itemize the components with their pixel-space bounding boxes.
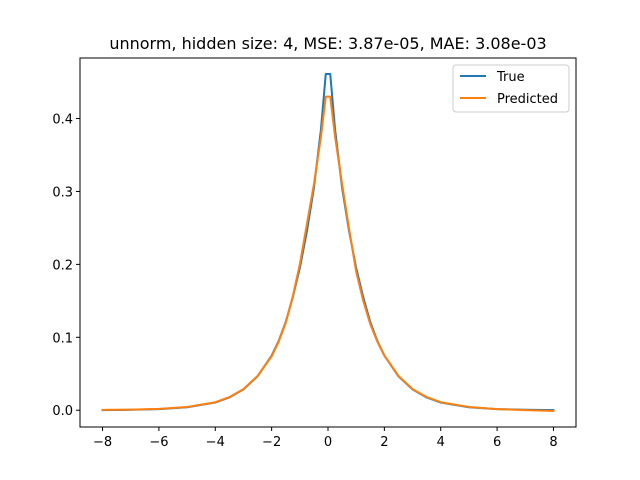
x-tick-label: 4 <box>437 435 445 450</box>
x-tick-label: −2 <box>262 435 281 450</box>
x-tick-label: 8 <box>549 435 557 450</box>
y-tick-label: 0.2 <box>52 258 73 273</box>
y-tick-label: 0.1 <box>52 331 73 346</box>
y-tick-label: 0.3 <box>52 185 73 200</box>
x-tick-label: 0 <box>324 435 332 450</box>
x-tick-label: 2 <box>380 435 388 450</box>
plot-area <box>101 73 555 412</box>
y-tick-label: 0.0 <box>52 404 73 419</box>
legend: True Predicted <box>452 64 570 113</box>
y-tick-label: 0.4 <box>52 113 73 128</box>
x-tick-label: 6 <box>493 435 501 450</box>
axes: −8 −6 −4 −2 0 2 4 6 8 0.0 0.1 0.2 0.3 0.4 <box>52 57 577 450</box>
legend-label-predicted: Predicted <box>497 92 558 107</box>
chart-title: unnorm, hidden size: 4, MSE: 3.87e-05, M… <box>109 34 546 53</box>
x-tick-label: −6 <box>149 435 168 450</box>
x-tick-label: −4 <box>206 435 225 450</box>
legend-label-true: True <box>496 70 525 85</box>
series-line-predicted <box>101 95 555 412</box>
x-tick-label: −8 <box>93 435 112 450</box>
